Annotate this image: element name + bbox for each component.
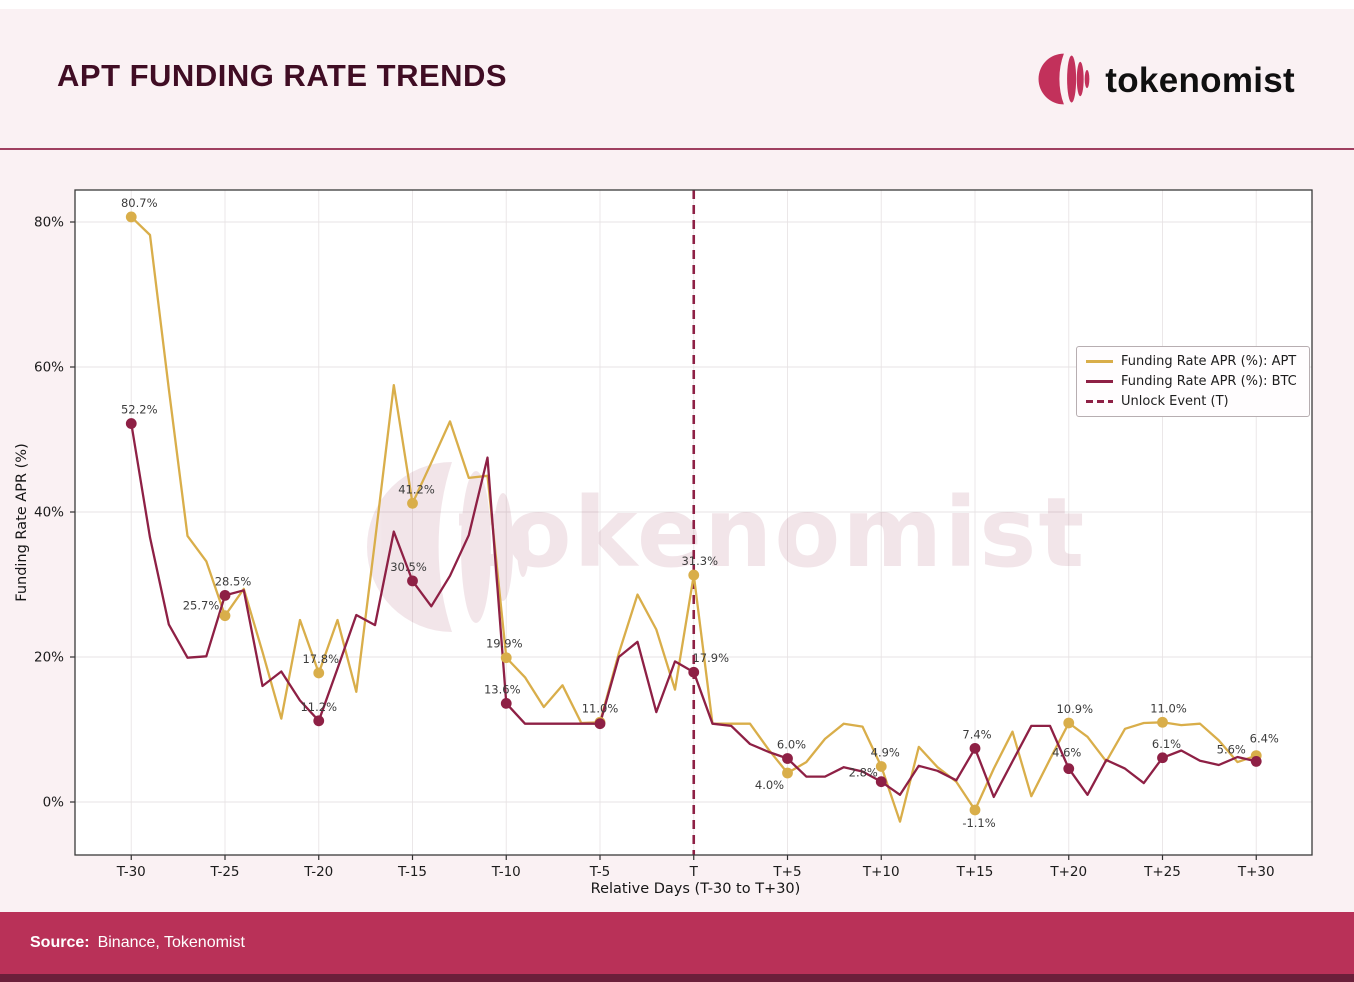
svg-text:5.6%: 5.6%	[1217, 742, 1246, 756]
svg-text:30.5%: 30.5%	[390, 560, 427, 574]
svg-text:20%: 20%	[34, 650, 64, 666]
svg-text:T-20: T-20	[303, 864, 333, 880]
page-title: APT FUNDING RATE TRENDS	[57, 58, 508, 93]
legend-label-apt: Funding Rate APR (%): APT	[1121, 354, 1297, 369]
svg-text:0%: 0%	[43, 795, 65, 811]
svg-text:T+10: T+10	[862, 864, 900, 880]
svg-text:60%: 60%	[34, 360, 64, 376]
funding-rate-chart: tokenomist80.7%25.7%17.8%41.2%19.9%11.0%…	[14, 189, 1313, 897]
footer-source-bar: Source: Binance, Tokenomist	[0, 912, 1354, 974]
svg-text:-1.1%: -1.1%	[962, 816, 995, 830]
svg-text:Funding Rate APR (%): Funding Rate APR (%)	[14, 443, 30, 601]
unlock-event-swatch	[1086, 400, 1113, 403]
svg-text:52.2%: 52.2%	[121, 403, 158, 417]
svg-text:6.1%: 6.1%	[1152, 737, 1181, 751]
brand-logo: tokenomist	[1034, 51, 1295, 111]
svg-text:40%: 40%	[34, 505, 64, 521]
legend-item-apt: Funding Rate APR (%): APT	[1086, 354, 1300, 369]
svg-text:T-25: T-25	[209, 864, 239, 880]
svg-text:4.0%: 4.0%	[755, 778, 784, 792]
legend-label-unlock: Unlock Event (T)	[1121, 394, 1229, 409]
legend-item-btc: Funding Rate APR (%): BTC	[1086, 374, 1300, 389]
legend-label-btc: Funding Rate APR (%): BTC	[1121, 374, 1297, 389]
svg-text:T-30: T-30	[116, 864, 146, 880]
svg-text:80%: 80%	[34, 215, 64, 231]
svg-text:11.0%: 11.0%	[1150, 701, 1187, 715]
svg-text:28.5%: 28.5%	[215, 574, 252, 588]
svg-text:T-15: T-15	[397, 864, 427, 880]
header: APT FUNDING RATE TRENDS tokenomist	[0, 9, 1354, 149]
svg-text:11.0%: 11.0%	[582, 701, 619, 715]
svg-text:7.4%: 7.4%	[962, 727, 991, 741]
svg-text:T-10: T-10	[491, 864, 521, 880]
svg-text:T+30: T+30	[1237, 864, 1275, 880]
svg-text:80.7%: 80.7%	[121, 196, 158, 210]
svg-text:T+5: T+5	[772, 864, 801, 880]
svg-text:T+25: T+25	[1143, 864, 1181, 880]
svg-text:13.6%: 13.6%	[484, 682, 521, 696]
source-value: Binance, Tokenomist	[97, 934, 245, 951]
svg-text:31.3%: 31.3%	[681, 554, 718, 568]
chart-area: tokenomist80.7%25.7%17.8%41.2%19.9%11.0%…	[0, 150, 1354, 912]
svg-text:6.0%: 6.0%	[777, 738, 806, 752]
svg-text:2.8%: 2.8%	[849, 766, 878, 780]
tokenomist-logo-icon	[1034, 51, 1092, 111]
bottom-strip	[0, 974, 1354, 982]
top-strip	[0, 0, 1354, 9]
svg-text:T-5: T-5	[589, 864, 610, 880]
source-label: Source:	[30, 934, 90, 951]
svg-text:Relative Days (T-30 to T+30): Relative Days (T-30 to T+30)	[591, 881, 801, 897]
svg-text:10.9%: 10.9%	[1056, 702, 1093, 716]
btc-line-swatch	[1086, 380, 1113, 383]
brand-name: tokenomist	[1105, 61, 1295, 100]
chart-legend: Funding Rate APR (%): APT Funding Rate A…	[1076, 346, 1310, 417]
svg-text:T+15: T+15	[956, 864, 994, 880]
svg-text:11.2%: 11.2%	[300, 700, 337, 714]
header-divider	[0, 148, 1354, 150]
svg-text:4.9%: 4.9%	[871, 745, 900, 759]
apt-line-swatch	[1086, 360, 1113, 363]
legend-item-unlock: Unlock Event (T)	[1086, 394, 1300, 409]
svg-text:6.4%: 6.4%	[1250, 732, 1279, 746]
svg-text:T: T	[689, 864, 699, 880]
svg-text:17.8%: 17.8%	[302, 652, 339, 666]
svg-text:25.7%: 25.7%	[183, 599, 220, 613]
svg-text:4.6%: 4.6%	[1052, 746, 1081, 760]
svg-text:T+20: T+20	[1049, 864, 1087, 880]
svg-text:19.9%: 19.9%	[486, 637, 523, 651]
svg-text:17.9%: 17.9%	[692, 651, 729, 665]
svg-text:41.2%: 41.2%	[398, 482, 435, 496]
